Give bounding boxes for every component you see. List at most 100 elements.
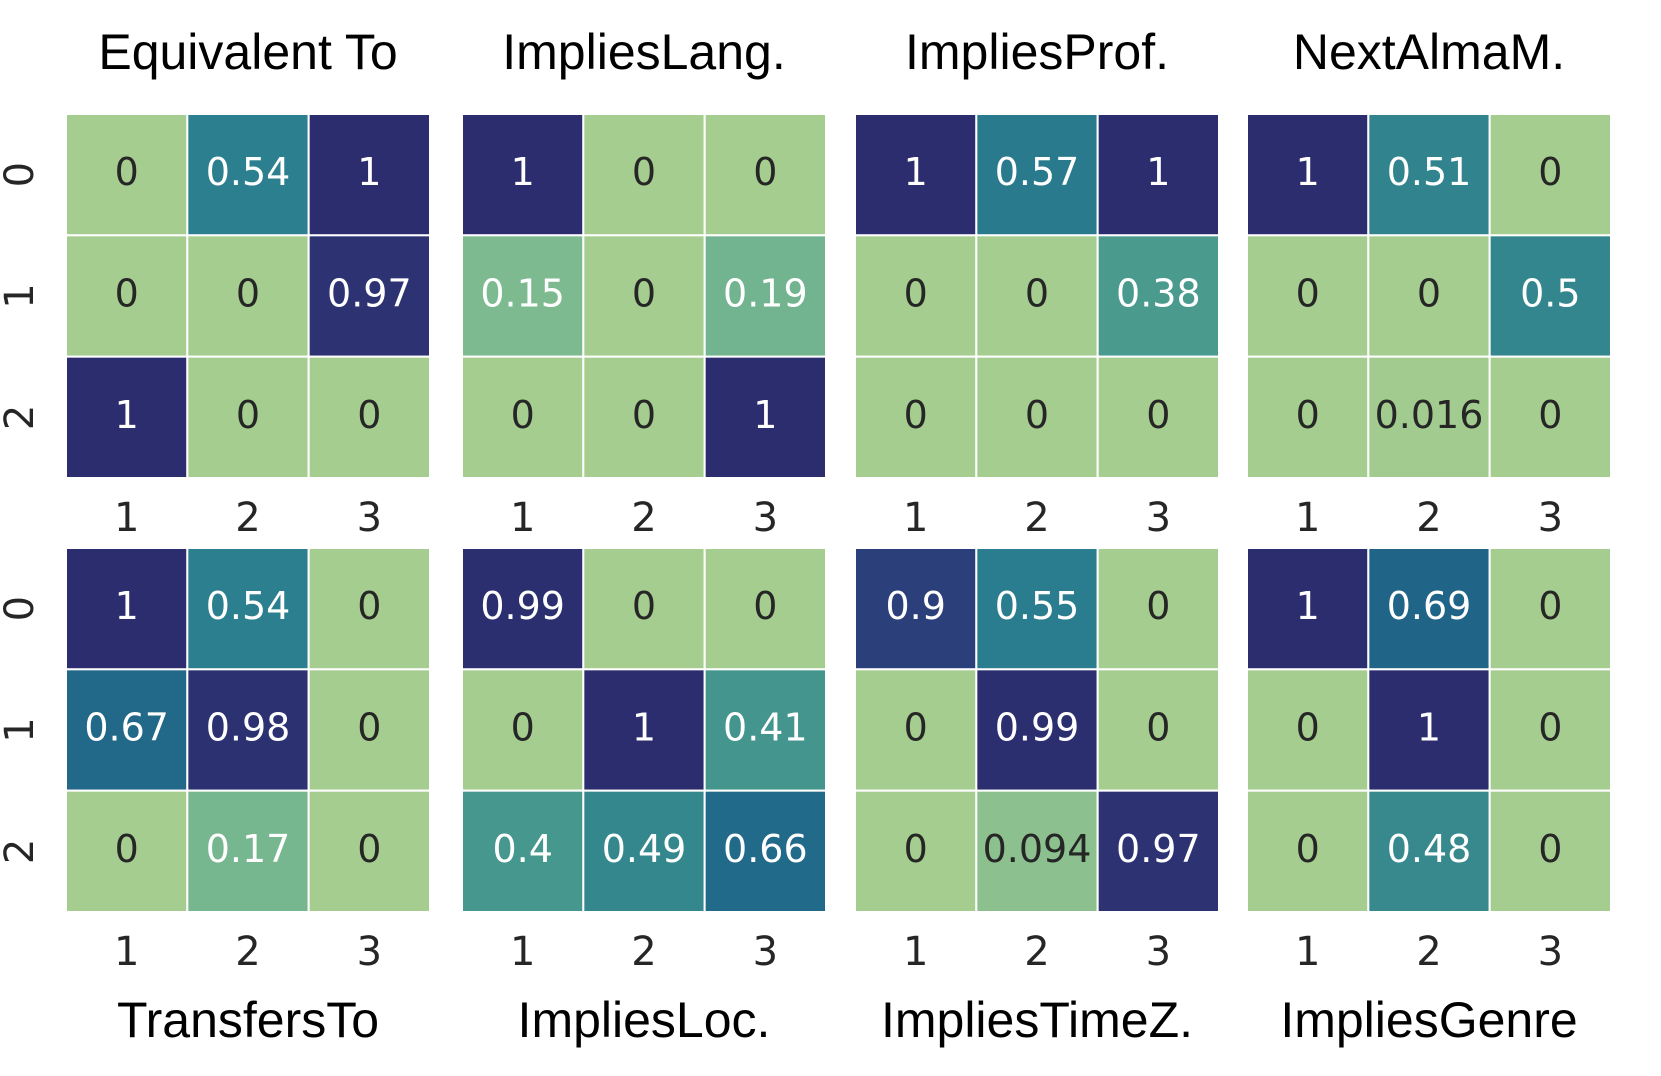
heatmap-cell xyxy=(186,113,310,237)
cell-label: 0 xyxy=(115,150,139,194)
cell-label: 0 xyxy=(236,393,260,437)
panel-title: ImpliesTimeZ. xyxy=(881,992,1193,1048)
cell-label: 0.99 xyxy=(480,584,565,628)
x-tick-label: 3 xyxy=(1146,495,1171,541)
cell-label: 0 xyxy=(115,272,139,316)
panel-title: TransfersTo xyxy=(117,992,379,1048)
heatmap-cell xyxy=(65,668,189,792)
heatmap-cell xyxy=(703,547,828,671)
heatmap-cell xyxy=(1488,355,1612,479)
cell-label: 0.69 xyxy=(1387,584,1472,628)
cell-label: 1 xyxy=(1296,584,1320,628)
heatmap-cell xyxy=(1096,355,1220,479)
cell-label: 0 xyxy=(632,272,656,316)
cell-label: 0 xyxy=(236,272,260,316)
cell-label: 0.49 xyxy=(602,827,687,871)
x-tick-label: 1 xyxy=(903,495,928,541)
x-tick-label: 3 xyxy=(1538,495,1563,541)
panel-title: ImpliesLang. xyxy=(502,24,786,80)
heatmap-cell xyxy=(854,789,978,914)
y-tick-label: 0 xyxy=(0,162,43,187)
panel-title: ImpliesGenre xyxy=(1280,992,1577,1048)
heatmap-cell xyxy=(1246,547,1370,671)
heatmap-cell xyxy=(1096,234,1220,358)
cell-label: 0 xyxy=(1296,272,1320,316)
x-tick-label: 2 xyxy=(631,929,656,975)
heatmap-cell xyxy=(975,547,1099,671)
cell-label: 0 xyxy=(1296,706,1320,750)
cell-label: 0.15 xyxy=(480,272,565,316)
heatmap-cell xyxy=(1246,355,1370,479)
heatmap-cell xyxy=(1488,789,1612,914)
y-tick-label: 2 xyxy=(0,405,43,430)
cell-label: 1 xyxy=(115,584,139,628)
cell-label: 0 xyxy=(1146,706,1170,750)
heatmap-cell xyxy=(307,789,431,914)
cell-label: 0 xyxy=(115,827,139,871)
cell-label: 1 xyxy=(511,150,535,194)
heatmap-cell xyxy=(1246,789,1370,914)
panel-title: ImpliesLoc. xyxy=(518,992,771,1048)
cell-label: 0.38 xyxy=(1116,272,1201,316)
cell-label: 0 xyxy=(1146,393,1170,437)
heatmap-cell xyxy=(1246,234,1370,358)
heatmap-cell xyxy=(703,668,828,792)
cell-label: 0 xyxy=(511,393,535,437)
heatmap-cell xyxy=(1246,113,1370,237)
heatmap-cell xyxy=(65,355,189,479)
y-tick-label: 1 xyxy=(0,717,43,742)
heatmap-cell xyxy=(975,113,1099,237)
cell-label: 1 xyxy=(115,393,139,437)
cell-label: 0 xyxy=(1025,272,1049,316)
cell-label: 0.54 xyxy=(206,584,291,628)
heatmap-cell xyxy=(1096,113,1220,237)
cell-label: 0 xyxy=(1538,584,1562,628)
cell-label: 0 xyxy=(904,393,928,437)
cell-label: 0 xyxy=(357,706,381,750)
cell-label: 0 xyxy=(1025,393,1049,437)
cell-label: 0.54 xyxy=(206,150,291,194)
x-tick-label: 3 xyxy=(357,929,382,975)
y-tick-label: 2 xyxy=(0,839,43,864)
x-tick-label: 3 xyxy=(753,929,778,975)
heatmap-cell xyxy=(461,113,585,237)
heatmap-cell xyxy=(307,547,431,671)
cell-label: 0.51 xyxy=(1387,150,1472,194)
cell-label: 0 xyxy=(357,827,381,871)
y-tick-label: 0 xyxy=(0,596,43,621)
cell-label: 0.9 xyxy=(885,584,945,628)
cell-label: 0.4 xyxy=(492,827,552,871)
cell-label: 0.5 xyxy=(1520,272,1580,316)
x-tick-label: 3 xyxy=(357,495,382,541)
heatmap-cell xyxy=(582,234,706,358)
cell-label: 0 xyxy=(904,706,928,750)
heatmap-cell xyxy=(307,113,431,237)
cell-label: 0.016 xyxy=(1375,393,1484,437)
x-tick-label: 1 xyxy=(1295,929,1320,975)
cell-label: 0.41 xyxy=(723,706,808,750)
cell-label: 0.98 xyxy=(206,706,291,750)
x-tick-label: 3 xyxy=(753,495,778,541)
cell-label: 0.48 xyxy=(1387,827,1472,871)
cell-label: 1 xyxy=(1146,150,1170,194)
panel-title: NextAlmaM. xyxy=(1293,24,1565,80)
cell-label: 1 xyxy=(904,150,928,194)
heatmap-cell xyxy=(307,668,431,792)
x-tick-label: 2 xyxy=(235,929,260,975)
heatmap-cell xyxy=(582,789,706,914)
heatmap-cell xyxy=(703,355,828,479)
cell-label: 0.55 xyxy=(995,584,1080,628)
cell-label: 0.57 xyxy=(995,150,1080,194)
x-tick-label: 2 xyxy=(631,495,656,541)
heatmap-cell xyxy=(854,547,978,671)
x-tick-label: 1 xyxy=(114,929,139,975)
x-tick-label: 2 xyxy=(1024,929,1049,975)
heatmap-cell xyxy=(975,789,1099,914)
cell-label: 0.66 xyxy=(723,827,808,871)
heatmap-cell xyxy=(582,547,706,671)
cell-label: 0.094 xyxy=(983,827,1092,871)
cell-label: 1 xyxy=(1296,150,1320,194)
cell-label: 0 xyxy=(632,150,656,194)
heatmap-cell xyxy=(975,234,1099,358)
